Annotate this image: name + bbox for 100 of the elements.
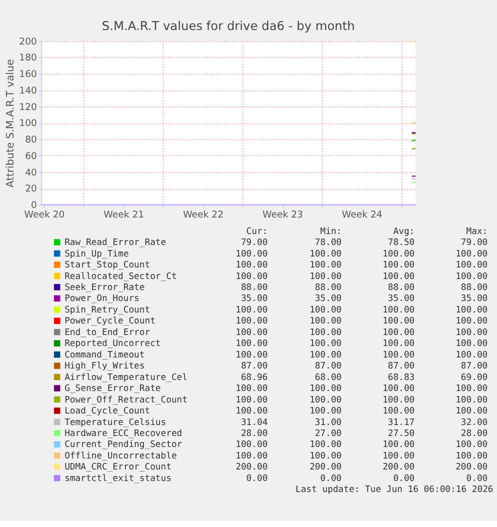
x-tick-label: Week 24 [342,209,382,220]
text: 100.00 [382,350,415,360]
text: 100.00 [382,328,415,338]
text: 100.00 [310,272,342,282]
y-tick-label: 120 [19,102,38,113]
text: 87.00 [314,362,342,372]
text: 100.00 [456,451,488,462]
text: 87.00 [240,362,268,372]
text: 69.00 [460,372,488,383]
text: 100.00 [382,440,415,450]
y-tick-label: 60 [25,150,38,162]
text: 0.00 [320,474,342,484]
x-tick-label: Week 23 [262,209,304,220]
text: 100.00 [236,328,268,338]
legend-label: Raw_Read_Error_Rate [64,238,166,248]
text: 100.00 [310,395,342,406]
text: 27.00 [314,428,342,439]
text: 88.00 [240,282,268,293]
text: 200.00 [382,462,415,473]
text: 100.00 [382,406,415,417]
text: 200.00 [310,462,342,473]
text: 100.00 [310,440,342,450]
text: 100.00 [310,384,342,394]
legend-label: Spin_Up_Time [64,249,129,260]
legend-label: End_to_End_Error [64,328,150,338]
text: 68.96 [240,372,268,383]
legend-label: Offline_Uncorrectable [64,451,177,462]
y-tick-label: 140 [19,85,38,96]
text: 100.00 [236,316,268,327]
legend-label: Reallocated_Sector_Ct [64,272,177,282]
text: 100.00 [236,395,268,406]
y-tick-label: 180 [19,52,38,64]
text: 100.00 [236,260,268,271]
text: 100.00 [456,260,488,271]
text: 35.00 [314,294,342,304]
text: 31.17 [388,418,415,428]
text: 0.00 [393,474,415,484]
text: 31.04 [240,418,268,428]
legend-label: Command_Timeout [64,350,145,360]
legend-label: Load_Cycle_Count [64,406,150,417]
legend-label: Seek_Error_Rate [64,282,145,293]
y-axis-title: Attribute S.M.A.R.T value [4,59,16,188]
text: 100.00 [236,339,268,350]
text: 100.00 [456,316,488,327]
text: 35.00 [460,294,488,304]
legend-label: smartctl_exit_status [64,474,172,484]
legend-label: Spin_Retry_Count [64,305,150,316]
legend-label: Power_Cycle_Count [64,316,156,327]
text: Min: [320,226,342,237]
text: 28.00 [460,428,488,439]
text: Avg: [393,226,415,237]
y-tick-label: 80 [25,134,38,146]
legend-label: Power_Off_Retract_Count [64,395,188,406]
text: 68.83 [388,372,415,383]
y-tick-label: 20 [25,184,38,195]
text: 88.00 [460,282,488,293]
text: 100.00 [310,260,342,271]
text: 88.00 [388,282,415,293]
text: 78.00 [314,238,342,248]
text: 31.00 [314,418,342,428]
text: 100.00 [456,272,488,282]
text: 87.00 [388,362,415,372]
text: 100.00 [456,339,488,350]
text: 100.00 [310,451,342,462]
text: 100.00 [310,316,342,327]
text: 100.00 [382,260,415,271]
legend-label: Airflow_Temperature_Cel [64,372,188,383]
text: 28.00 [240,428,268,439]
text: 100.00 [236,249,268,260]
text: 100.00 [310,305,342,316]
x-tick-label: Week 21 [104,209,144,220]
legend-label: Power_On_Hours [64,294,140,304]
text: 100.00 [310,328,342,338]
y-tick-label: 160 [19,69,38,80]
text: 100.00 [456,249,488,260]
text: 100.00 [382,339,415,350]
y-tick-label: 40 [25,167,38,178]
text: 100.00 [310,339,342,350]
legend-label: Current_Pending_Sector [64,440,182,450]
text: 100.00 [310,406,342,417]
text: 100.00 [310,249,342,260]
text: 100.00 [382,316,415,327]
text: 100.00 [382,384,415,394]
text: 100.00 [456,406,488,417]
text: 100.00 [456,305,488,316]
text: 79.00 [240,238,268,248]
chart-title: S.M.A.R.T values for drive da6 - by month [102,18,355,33]
text: 100.00 [236,272,268,282]
y-tick-label: 200 [19,36,38,48]
legend-label: Start_Stop_Count [64,260,150,271]
text: 100.00 [382,451,415,462]
text: 100.00 [236,384,268,394]
text: 100.00 [382,272,415,282]
text: Cur: [246,226,268,237]
text: 100.00 [236,350,268,360]
text: 100.00 [310,350,342,360]
text: 0.00 [466,474,488,484]
text: 100.00 [456,395,488,406]
text: Max: [466,226,488,237]
text: 88.00 [314,282,342,293]
